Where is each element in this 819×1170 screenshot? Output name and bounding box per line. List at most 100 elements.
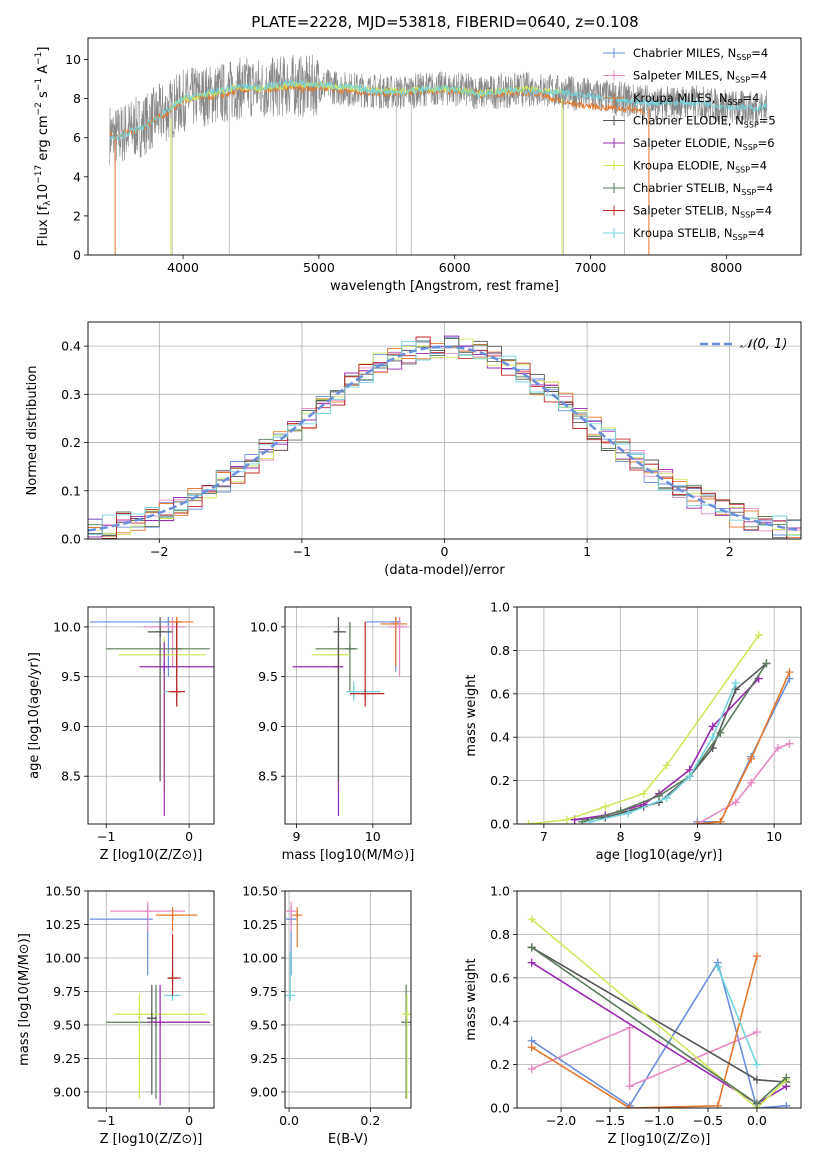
residuals-plot bbox=[88, 335, 801, 539]
x-tick-label: 0.0 bbox=[279, 1113, 299, 1128]
mass-weight-point bbox=[527, 943, 536, 952]
y-tick-label: 9.25 bbox=[53, 1051, 81, 1066]
legend-value: =4 bbox=[748, 226, 765, 240]
x-axis-label: wavelength [Angstrom, rest frame] bbox=[330, 279, 559, 294]
x-tick-label: 4000 bbox=[167, 260, 199, 275]
observed-spectrum bbox=[109, 54, 768, 166]
mass-vs-EBV-axes: 0.0 0.2 9.00 9.25 9.50 9.75 10.00 10.25 10.50 E(B… bbox=[242, 884, 411, 1147]
mass-weight-point bbox=[713, 1101, 722, 1108]
mass-weight-point bbox=[752, 1075, 761, 1084]
x-tick-label: −2.0 bbox=[546, 1113, 576, 1128]
age-vs-mass-plot bbox=[292, 616, 408, 817]
mass-weight-point bbox=[524, 820, 533, 824]
y-tick-label: 0.8 bbox=[490, 927, 510, 942]
y-tick-label: 8 bbox=[73, 91, 81, 106]
mass-weight-line bbox=[574, 662, 768, 821]
mass-weight-point bbox=[662, 761, 671, 770]
mass-weight-point bbox=[747, 778, 756, 787]
data-point bbox=[159, 661, 170, 672]
y-tick-label: 10.25 bbox=[242, 917, 278, 932]
data-point bbox=[142, 906, 153, 917]
data-point bbox=[167, 973, 178, 984]
mass-weight-point bbox=[752, 1060, 761, 1069]
legend-subscript: SSP bbox=[741, 188, 756, 197]
mass-weight-point bbox=[601, 802, 610, 811]
data-point bbox=[360, 688, 371, 699]
mass-weight-point bbox=[527, 958, 536, 967]
mass-weight-point bbox=[785, 739, 794, 748]
mass-weight-point bbox=[585, 817, 594, 824]
x-tick-label: 9 bbox=[292, 829, 300, 844]
y-tick-label: 0.1 bbox=[61, 483, 81, 498]
y-tick-label: 9.75 bbox=[250, 984, 278, 999]
y-tick-label: 1.0 bbox=[490, 884, 510, 899]
x-tick-label: −0.5 bbox=[693, 1113, 723, 1128]
y-tick-label: 10 bbox=[65, 52, 81, 67]
legend-subscript: SSP bbox=[743, 143, 758, 152]
mass-weight-point bbox=[662, 793, 671, 802]
legend-subscript: SSP bbox=[733, 233, 748, 242]
mass-weight-point bbox=[639, 789, 648, 798]
mass-vs-Z-frame bbox=[87, 890, 215, 1109]
y-tick-label: 0.6 bbox=[490, 686, 510, 701]
mass-weight-point bbox=[752, 1028, 761, 1037]
mass-weight-point bbox=[625, 1023, 634, 1032]
data-point bbox=[167, 910, 178, 921]
mass-weight-line bbox=[697, 742, 790, 824]
data-point bbox=[155, 626, 166, 637]
mass-weight-line bbox=[531, 1026, 758, 1088]
y-tick-label: 0.0 bbox=[61, 532, 81, 547]
x-tick-label: 9 bbox=[693, 829, 701, 844]
y-axis-label: mass [log10(M/M⊙)] bbox=[17, 933, 32, 1066]
x-axis-label: age [log10(age/yr)] bbox=[596, 848, 723, 863]
y-tick-label: 10.25 bbox=[45, 917, 81, 932]
data-point bbox=[171, 686, 182, 697]
legend-label: Kroupa ELODIE, NSSP=4 bbox=[633, 159, 767, 175]
y-tick-label: 0.2 bbox=[490, 1057, 510, 1072]
mass-weight-vs-Z-plot bbox=[527, 915, 791, 1108]
x-tick-label: 0 bbox=[441, 544, 449, 559]
data-point bbox=[344, 643, 355, 654]
y-tick-label: 0.8 bbox=[490, 643, 510, 658]
y-axis-label: mass weight bbox=[464, 674, 479, 756]
y-tick-label: 9.50 bbox=[250, 1017, 278, 1032]
y-tick-label: 9.5 bbox=[61, 669, 81, 684]
mass-weight-point bbox=[527, 1043, 536, 1052]
mass-weight-point bbox=[785, 668, 794, 677]
data-point bbox=[285, 990, 296, 1001]
mass-weight-line bbox=[581, 662, 768, 823]
x-tick-label: 0.0 bbox=[747, 1113, 767, 1128]
legend-value: =4 bbox=[756, 181, 773, 195]
mass-weight-point bbox=[562, 815, 571, 824]
y-tick-label: 0.4 bbox=[490, 1014, 510, 1029]
y-tick-label: 10.0 bbox=[53, 619, 81, 634]
y-tick-label: 0.2 bbox=[490, 773, 510, 788]
data-point bbox=[292, 910, 303, 921]
mass-weight-point bbox=[708, 722, 717, 731]
mass-weight-line bbox=[697, 671, 791, 824]
mass-weight-vs-age-plot bbox=[524, 631, 794, 824]
legend-value: =4 bbox=[755, 204, 772, 218]
mass-weight-point bbox=[655, 791, 663, 800]
mass-weight-point bbox=[527, 915, 536, 924]
y-tick-label: 8.5 bbox=[258, 769, 278, 784]
mass-weight-point bbox=[713, 962, 722, 971]
y-tick-label: 4 bbox=[73, 169, 81, 184]
age-vs-Z-axes: −1 0 8.5 9.0 9.5 10.0 Z [log10(Z/Z⊙)] age [log1… bbox=[27, 607, 214, 863]
x-tick-label: 1 bbox=[583, 544, 591, 559]
mass-weight-point bbox=[578, 817, 587, 824]
mass-weight-point bbox=[708, 733, 717, 742]
y-tick-label: 10.0 bbox=[250, 619, 278, 634]
x-tick-label: 0 bbox=[185, 1113, 193, 1128]
mass-vs-Z-plot bbox=[89, 901, 210, 1106]
legend-label: Salpeter MILES, NSSP=4 bbox=[633, 69, 767, 85]
legend-subscript: SSP bbox=[735, 76, 750, 85]
y-tick-label: 10.50 bbox=[45, 884, 81, 899]
legend-label: Chabrier ELODIE, NSSP=5 bbox=[633, 114, 776, 130]
x-tick-label: 8 bbox=[617, 829, 625, 844]
y-axis-label: age [log10(age/yr)] bbox=[27, 652, 42, 779]
legend-subscript: SSP bbox=[736, 53, 751, 62]
x-tick-label: 6000 bbox=[439, 260, 471, 275]
y-tick-label: 9.0 bbox=[258, 719, 278, 734]
